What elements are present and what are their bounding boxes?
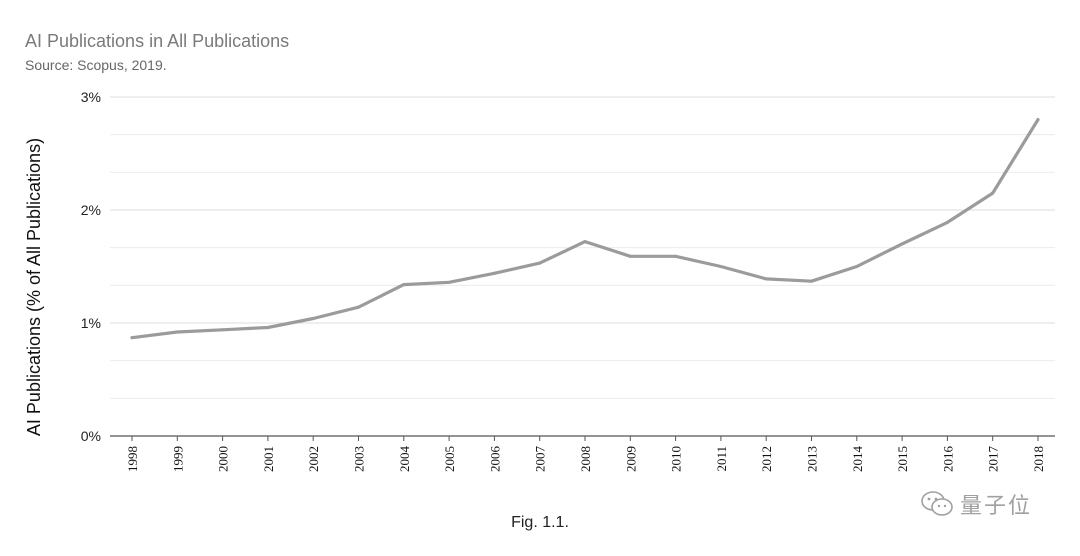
y-tick-label: 0% <box>81 428 101 444</box>
data-point <box>311 316 315 320</box>
data-point <box>130 336 134 340</box>
x-tick-label: 2018 <box>1031 446 1046 472</box>
data-point <box>266 326 270 330</box>
x-tick-label: 1999 <box>170 446 185 472</box>
x-tick-label: 2016 <box>940 446 955 473</box>
data-point <box>1036 118 1040 122</box>
x-tick-label: 2017 <box>986 446 1001 473</box>
data-point <box>764 277 768 281</box>
data-point <box>719 265 723 268</box>
x-tick-label: 1998 <box>125 446 140 472</box>
data-point <box>945 220 949 224</box>
y-axis-label: AI Publications (% of All Publications) <box>24 138 44 436</box>
x-tick-label: 2002 <box>306 446 321 472</box>
x-tick-label: 2012 <box>759 446 774 472</box>
y-tick-label: 1% <box>81 315 101 331</box>
y-tick-label: 2% <box>81 202 101 218</box>
x-tick-label: 2015 <box>895 446 910 472</box>
data-point <box>175 330 179 334</box>
watermark-text: 量子位 <box>960 494 1033 519</box>
chart-subtitle: Source: Scopus, 2019. <box>25 57 167 73</box>
chart-title: AI Publications in All Publications <box>25 31 290 51</box>
x-tick-label: 2009 <box>623 446 638 472</box>
watermark: 量子位 <box>920 488 1032 520</box>
data-point <box>855 265 859 268</box>
x-tick-label: 2000 <box>216 446 231 472</box>
data-point <box>991 191 995 195</box>
data-point <box>900 242 904 246</box>
x-tick-label: 2005 <box>442 446 457 472</box>
series-line <box>130 117 1040 340</box>
data-point <box>221 328 225 332</box>
data-point <box>492 271 496 275</box>
data-point <box>402 283 406 287</box>
data-point <box>357 305 360 309</box>
data-point <box>810 279 813 283</box>
data-point <box>583 240 587 244</box>
x-tick-label: 2008 <box>578 446 593 472</box>
x-tick-label: 2004 <box>397 446 412 473</box>
data-point <box>628 254 632 258</box>
data-point <box>674 254 678 258</box>
x-tick-label: 2013 <box>805 446 820 472</box>
x-tick-label: 2001 <box>261 446 276 472</box>
x-tick-label: 2011 <box>714 446 729 472</box>
figure-caption: Fig. 1.1. <box>511 514 569 531</box>
x-tick-label: 2007 <box>533 446 548 473</box>
x-tick-label: 2014 <box>850 446 865 473</box>
data-point <box>538 261 542 265</box>
x-tick-label: 2006 <box>487 446 502 473</box>
data-point <box>447 280 451 284</box>
x-tick-label: 2003 <box>352 446 367 472</box>
x-tick-label: 2010 <box>669 446 684 472</box>
y-tick-label: 3% <box>81 89 101 105</box>
wechat-icon <box>921 491 953 516</box>
